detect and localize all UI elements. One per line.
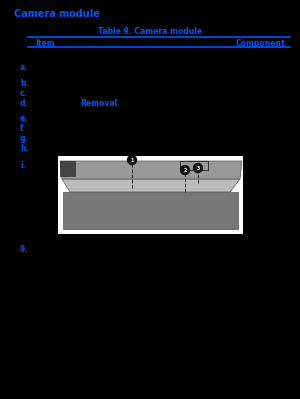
Text: Item: Item <box>35 39 55 48</box>
Text: a.: a. <box>20 63 28 72</box>
Polygon shape <box>60 161 75 176</box>
Text: f.: f. <box>20 124 26 133</box>
Text: i.: i. <box>20 161 26 170</box>
Bar <box>58 156 243 234</box>
Polygon shape <box>62 179 240 192</box>
Circle shape <box>181 166 190 174</box>
Text: h.: h. <box>20 144 28 153</box>
Text: g.: g. <box>20 134 28 143</box>
Text: Table 9. Camera module: Table 9. Camera module <box>98 27 202 36</box>
Text: 2: 2 <box>183 168 187 172</box>
Text: Removal: Removal <box>80 99 117 108</box>
Text: 1: 1 <box>130 158 134 162</box>
Polygon shape <box>63 192 238 229</box>
Circle shape <box>194 164 202 172</box>
Text: 3: 3 <box>196 166 200 170</box>
Text: Component: Component <box>236 39 285 48</box>
Text: Camera module: Camera module <box>14 9 100 19</box>
Text: d.: d. <box>20 99 28 108</box>
Polygon shape <box>60 161 242 179</box>
Text: c.: c. <box>20 89 28 98</box>
Circle shape <box>128 156 136 164</box>
Text: b.: b. <box>20 79 28 88</box>
Text: e.: e. <box>20 114 28 123</box>
Text: 9.: 9. <box>20 245 28 254</box>
